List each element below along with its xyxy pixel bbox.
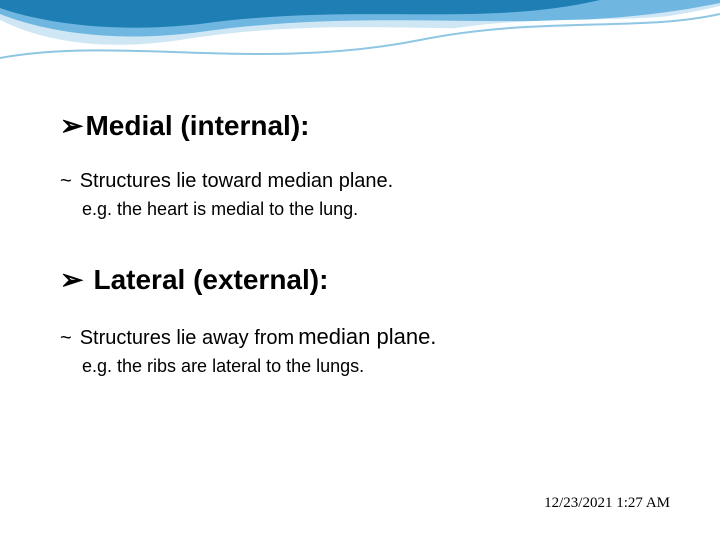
heading-medial: ➢ Medial (internal):	[60, 110, 660, 142]
swirl-bullet-icon: ~	[60, 171, 72, 191]
swirl-bullet-icon: ~	[60, 328, 72, 348]
heading-medial-text: Medial (internal):	[85, 110, 309, 142]
slide-content: ➢ Medial (internal): ~ Structures lie to…	[0, 0, 720, 540]
heading-lateral: ➢ Lateral (external):	[60, 264, 660, 296]
lateral-body-text-emph: median plane.	[298, 324, 436, 350]
medial-body-text: Structures lie toward median plane.	[80, 170, 394, 193]
lateral-body-text-prefix: Structures lie away from	[80, 327, 295, 350]
medial-body-line: ~ Structures lie toward median plane.	[60, 170, 660, 193]
lateral-body-line: ~ Structures lie away from median plane.	[60, 324, 660, 350]
medial-example-text: e.g. the heart is medial to the lung.	[82, 199, 660, 220]
timestamp-label: 12/23/2021 1:27 AM	[544, 495, 670, 512]
heading-lateral-text: Lateral (external):	[93, 264, 328, 296]
lateral-example-text: e.g. the ribs are lateral to the lungs.	[82, 356, 660, 377]
arrow-bullet-icon: ➢	[60, 112, 83, 140]
arrow-bullet-icon: ➢	[60, 266, 83, 294]
